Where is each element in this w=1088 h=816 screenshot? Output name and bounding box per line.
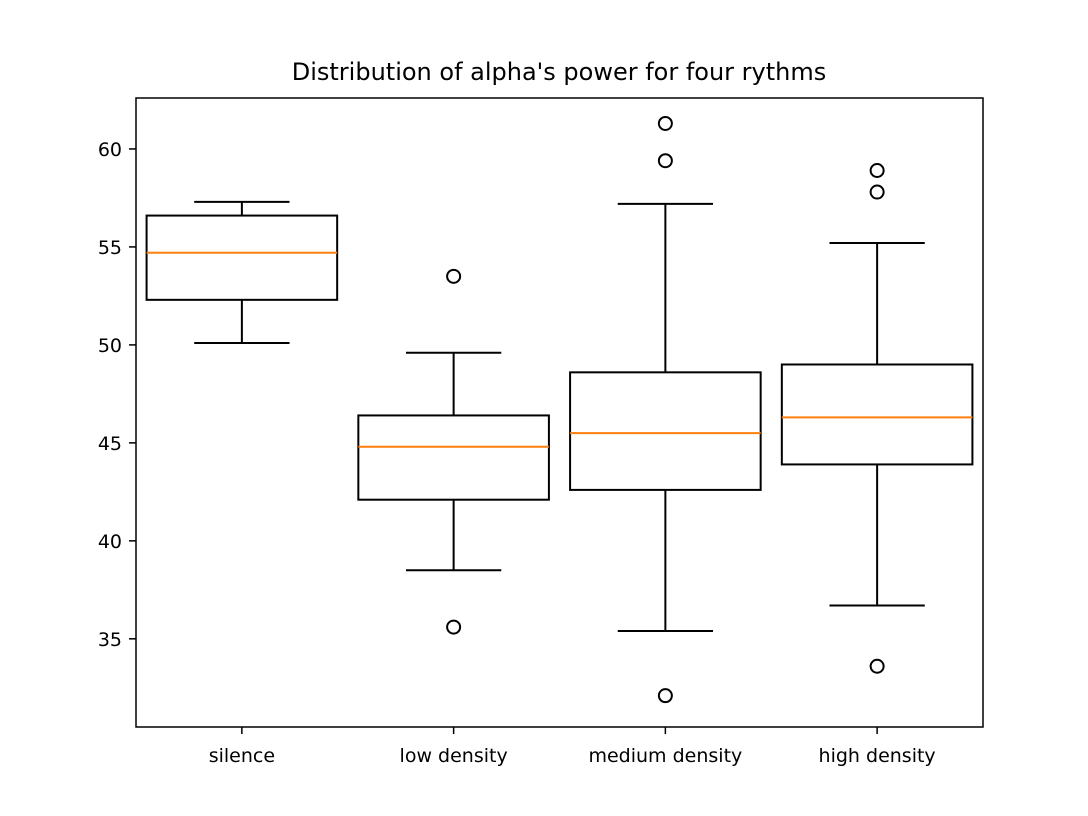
x-tick-label: high density	[819, 745, 936, 767]
box-low-density	[357, 414, 550, 501]
box-silence	[145, 214, 339, 301]
chart-title: Distribution of alpha's power for four r…	[292, 58, 827, 86]
y-tick-label: 55	[98, 237, 122, 259]
x-tick-label: medium density	[588, 745, 742, 767]
outlier-point-medium-density	[657, 688, 673, 704]
axes-group: silence low density medium density high den…	[98, 139, 936, 767]
outlier-point-low-density	[446, 268, 462, 284]
box-high-density	[780, 363, 974, 466]
plot-marks	[145, 115, 974, 704]
box-medium-density	[569, 371, 762, 491]
y-tick-label: 50	[98, 335, 122, 357]
outlier-point-medium-density	[657, 153, 673, 169]
outlier-point-high-density	[869, 184, 885, 200]
outlier-point-high-density	[869, 658, 885, 674]
outlier-point-high-density	[869, 163, 885, 179]
y-tick-label: 60	[98, 139, 122, 161]
x-tick-label: low density	[400, 745, 508, 767]
plot-frame	[135, 97, 984, 728]
outlier-point-medium-density	[657, 115, 673, 131]
y-tick-label: 40	[98, 531, 122, 553]
x-tick-label: silence	[209, 745, 275, 767]
outlier-point-low-density	[446, 619, 462, 635]
y-tick-label: 45	[98, 433, 122, 455]
y-tick-label: 35	[98, 629, 122, 651]
